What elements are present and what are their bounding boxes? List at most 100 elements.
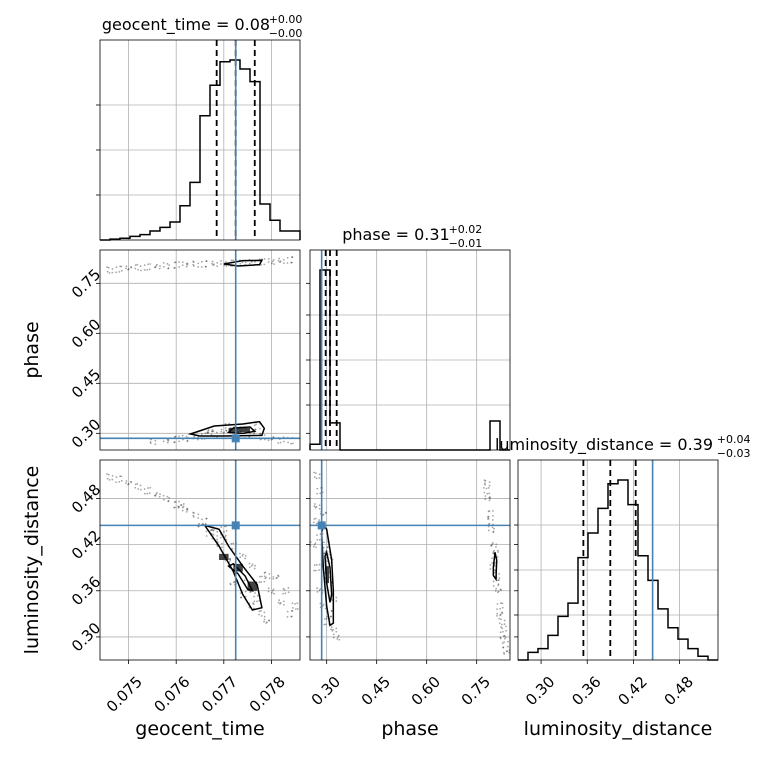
sample-point: [294, 608, 297, 611]
sample-point: [266, 621, 268, 624]
sample-point: [143, 264, 146, 267]
sample-point: [106, 266, 108, 268]
sample-point: [290, 442, 293, 445]
sample-point: [265, 576, 267, 579]
sample-point: [499, 613, 502, 616]
sample-point: [318, 504, 321, 507]
sample-point: [312, 521, 315, 524]
sample-point: [147, 263, 150, 266]
sample-point: [212, 264, 215, 267]
sample-point: [272, 436, 275, 438]
sample-point: [492, 542, 494, 544]
sample-point: [118, 271, 121, 273]
sample-point: [198, 522, 201, 525]
sample-point: [318, 473, 321, 476]
sample-point: [318, 589, 321, 592]
hist-panel-luminosity_distance: [514, 459, 719, 661]
sample-point: [192, 516, 195, 518]
sample-point: [210, 433, 213, 436]
sample-point: [174, 500, 177, 503]
sample-point: [331, 629, 334, 632]
x-tick-label: 0.36: [568, 673, 604, 709]
sample-point: [258, 581, 261, 584]
sample-point: [283, 603, 285, 606]
sample-point: [205, 265, 207, 268]
sample-point: [134, 264, 137, 267]
sample-point: [137, 268, 140, 271]
sample-point: [153, 494, 156, 497]
sample-point: [250, 564, 253, 567]
title-luminosity_distance: luminosity_distance = 0.39: [495, 435, 713, 455]
sample-point: [256, 594, 259, 597]
sample-point: [284, 592, 287, 595]
sample-point: [314, 472, 317, 475]
sample-point: [158, 267, 161, 270]
sample-point: [148, 492, 151, 494]
sample-point: [159, 493, 161, 496]
title-plus-error: +0.00: [269, 13, 303, 26]
sample-point: [498, 617, 501, 620]
y-tick-label: 0.30: [68, 415, 104, 451]
sample-point: [314, 517, 317, 520]
sample-point: [229, 583, 232, 586]
sample-point: [500, 602, 502, 605]
sample-point: [335, 596, 338, 599]
sample-point: [332, 628, 334, 631]
sample-point: [279, 601, 282, 604]
sample-point: [224, 261, 227, 263]
sample-point: [224, 536, 227, 538]
sample-point: [497, 549, 499, 552]
sample-point: [224, 423, 227, 425]
sample-point: [162, 498, 165, 501]
sample-point: [268, 619, 270, 622]
sample-point: [185, 508, 188, 511]
sample-point: [173, 441, 176, 444]
sample-point: [500, 589, 502, 591]
sample-point: [130, 266, 133, 269]
sample-point: [162, 265, 165, 268]
sample-point: [216, 534, 219, 537]
sample-point: [271, 589, 274, 592]
sample-point: [322, 546, 325, 549]
sample-point: [244, 590, 247, 593]
sample-point: [291, 607, 294, 609]
sample-point: [277, 259, 280, 262]
sample-point: [106, 477, 109, 480]
sample-point: [265, 622, 268, 624]
x-tick-label: 0.30: [308, 673, 344, 709]
sample-point: [239, 556, 242, 559]
sample-point: [267, 261, 270, 263]
sample-point: [272, 588, 275, 591]
sample-point: [253, 567, 256, 570]
sample-point: [497, 590, 500, 593]
sample-point: [120, 265, 123, 268]
sample-point: [149, 441, 152, 443]
sample-point: [277, 575, 280, 578]
sample-point: [125, 265, 128, 268]
x-tick-label: 0.60: [408, 673, 444, 709]
sample-point: [162, 262, 165, 264]
sample-point: [108, 479, 111, 481]
sample-point: [277, 601, 280, 604]
sample-point: [294, 602, 296, 605]
sample-point: [205, 535, 208, 537]
sample-point: [250, 261, 253, 263]
sample-point: [107, 266, 110, 269]
sample-point: [263, 434, 266, 437]
sample-point: [192, 260, 195, 263]
sample-point: [502, 635, 505, 637]
sample-point: [319, 588, 322, 590]
sample-point: [499, 607, 502, 610]
sample-point: [501, 642, 504, 645]
sample-point: [496, 579, 499, 582]
sample-point: [244, 261, 247, 264]
contour-level-2: [223, 259, 264, 267]
sample-point: [255, 423, 258, 426]
sample-point: [216, 538, 218, 541]
sample-point: [173, 506, 175, 509]
sample-point: [489, 568, 492, 570]
sample-point: [251, 563, 254, 566]
sample-point: [316, 591, 319, 593]
sample-point: [125, 267, 127, 270]
contour-level-0: [187, 420, 266, 437]
